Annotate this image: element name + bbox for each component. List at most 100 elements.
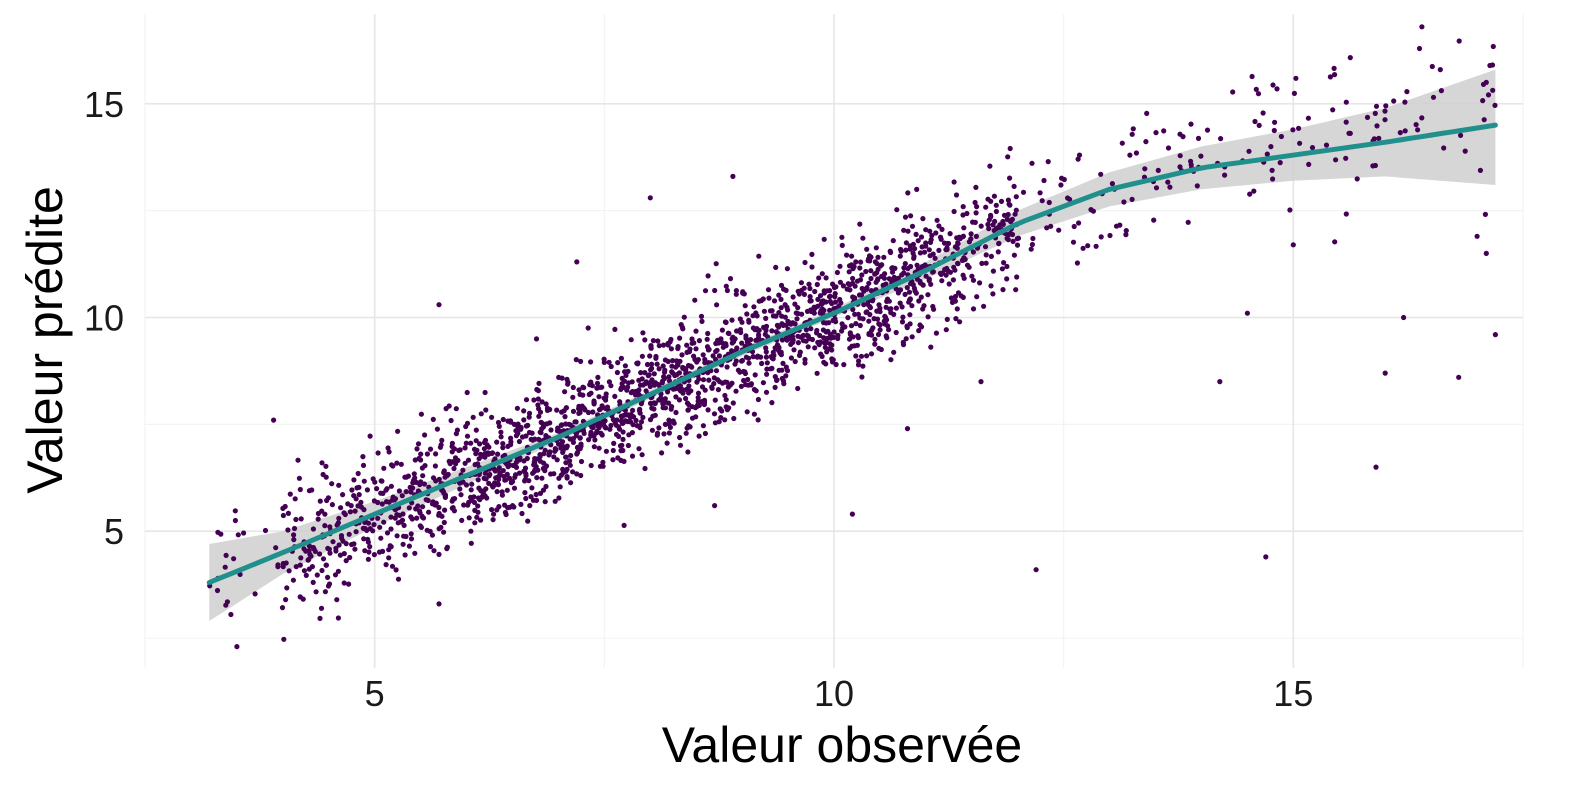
data-point bbox=[637, 406, 643, 412]
data-point bbox=[868, 288, 875, 294]
data-point bbox=[637, 382, 644, 388]
data-point bbox=[464, 433, 471, 439]
data-point bbox=[1127, 152, 1133, 158]
data-point bbox=[661, 431, 667, 437]
data-point bbox=[325, 574, 331, 581]
data-point bbox=[455, 457, 461, 463]
data-point bbox=[838, 300, 844, 306]
data-point bbox=[832, 316, 838, 322]
data-point bbox=[529, 430, 535, 436]
data-point bbox=[621, 458, 627, 464]
data-point bbox=[985, 221, 991, 228]
data-point bbox=[656, 366, 662, 372]
data-point bbox=[1076, 220, 1082, 226]
data-point bbox=[284, 585, 290, 591]
data-point bbox=[566, 421, 572, 427]
data-point bbox=[355, 470, 361, 477]
data-point bbox=[523, 495, 529, 502]
data-point bbox=[285, 510, 291, 516]
data-point bbox=[1305, 115, 1311, 121]
data-point bbox=[884, 296, 891, 302]
data-point bbox=[1007, 145, 1013, 152]
data-point bbox=[484, 442, 490, 448]
data-point bbox=[1402, 128, 1408, 134]
data-point bbox=[656, 397, 662, 403]
data-point bbox=[771, 298, 778, 304]
data-point bbox=[726, 405, 732, 411]
data-point bbox=[290, 577, 296, 583]
data-point bbox=[498, 434, 504, 440]
data-point bbox=[489, 414, 495, 420]
data-point bbox=[1251, 188, 1257, 194]
data-point bbox=[465, 502, 471, 508]
data-point bbox=[346, 531, 352, 537]
data-point bbox=[850, 275, 856, 282]
data-point bbox=[739, 319, 745, 325]
data-point bbox=[899, 319, 906, 325]
data-point bbox=[457, 486, 463, 492]
data-point bbox=[873, 245, 879, 251]
data-point bbox=[770, 313, 777, 319]
data-point bbox=[786, 319, 792, 325]
data-point bbox=[231, 556, 237, 562]
data-point bbox=[1330, 107, 1336, 113]
data-point bbox=[1323, 142, 1330, 148]
data-point bbox=[716, 353, 723, 359]
data-point bbox=[650, 338, 657, 344]
data-point bbox=[776, 310, 782, 316]
data-point bbox=[378, 535, 384, 541]
data-point bbox=[859, 272, 865, 278]
data-point bbox=[355, 503, 361, 509]
data-point bbox=[322, 523, 328, 529]
data-point bbox=[342, 511, 348, 518]
data-point bbox=[343, 558, 349, 564]
data-point bbox=[523, 397, 530, 403]
data-point bbox=[621, 522, 627, 529]
data-point bbox=[349, 487, 355, 493]
data-point bbox=[483, 407, 489, 413]
data-point bbox=[705, 273, 711, 279]
data-point bbox=[974, 204, 980, 210]
data-point bbox=[1332, 239, 1338, 245]
data-point bbox=[280, 505, 286, 511]
data-point bbox=[770, 349, 776, 355]
data-point bbox=[235, 532, 241, 538]
data-point bbox=[468, 540, 474, 546]
data-point bbox=[347, 509, 353, 515]
data-point bbox=[991, 193, 998, 199]
data-point bbox=[429, 532, 435, 538]
data-point bbox=[437, 444, 443, 450]
data-point bbox=[872, 341, 878, 347]
data-point bbox=[298, 516, 304, 522]
data-point bbox=[1004, 216, 1011, 222]
data-point bbox=[849, 343, 855, 349]
data-point bbox=[1429, 63, 1435, 70]
data-point bbox=[431, 548, 437, 554]
data-point bbox=[700, 352, 706, 358]
data-point bbox=[518, 501, 524, 507]
data-point bbox=[563, 468, 569, 474]
data-point bbox=[807, 294, 813, 300]
data-point bbox=[296, 475, 302, 481]
data-point bbox=[364, 487, 370, 493]
data-point bbox=[755, 353, 761, 359]
data-point bbox=[900, 314, 906, 320]
data-point bbox=[472, 507, 478, 513]
data-point bbox=[557, 484, 563, 490]
data-point bbox=[652, 412, 658, 418]
data-point bbox=[224, 599, 230, 605]
data-point bbox=[273, 545, 279, 551]
data-point bbox=[371, 498, 377, 504]
data-point bbox=[1415, 127, 1421, 133]
y-tick-label: 15 bbox=[84, 84, 124, 125]
data-point bbox=[1013, 207, 1019, 213]
data-point bbox=[287, 491, 293, 497]
data-point bbox=[876, 302, 882, 308]
data-point bbox=[638, 370, 644, 376]
data-point bbox=[500, 416, 506, 423]
data-point bbox=[904, 323, 910, 329]
data-point bbox=[554, 407, 560, 413]
data-point bbox=[868, 351, 875, 357]
data-point bbox=[972, 199, 978, 206]
data-point bbox=[737, 369, 743, 375]
